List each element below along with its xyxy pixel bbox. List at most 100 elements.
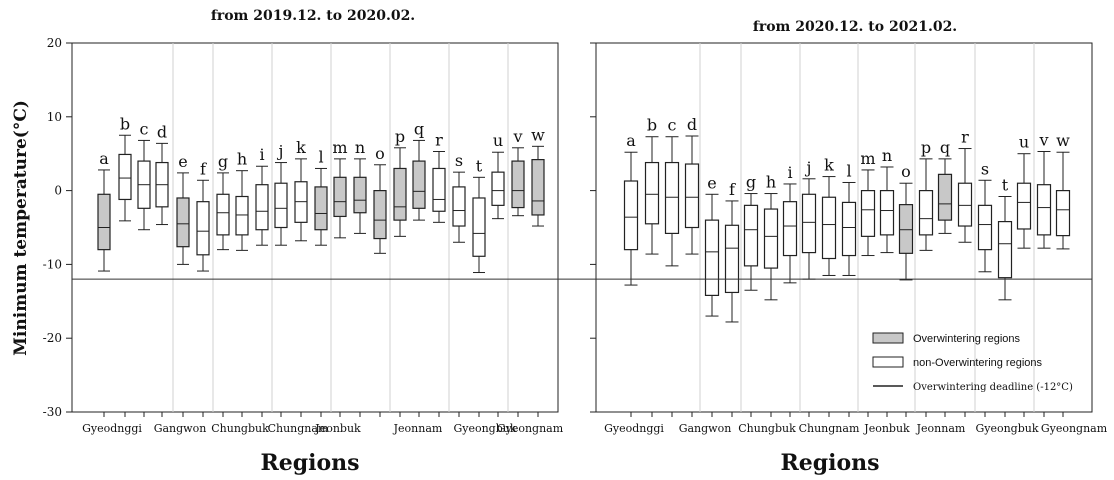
box-body [860,190,876,237]
panel-left-region-dividers [172,43,509,412]
box-letter-label: g [218,152,228,171]
box-t: t [472,156,486,274]
box-letter-label: d [687,115,697,134]
box-letter-label: h [766,173,776,192]
box-letter-label: i [787,163,792,182]
region-label: Gyeongbuk [975,422,1038,435]
box-letter-label: p [395,127,405,146]
box-letter-label: l [318,147,323,166]
box-body [472,197,486,257]
box-body [255,184,269,231]
box-g: g [216,152,230,251]
box-body [644,161,660,225]
region-label: Gyeodnggi [82,422,142,435]
region-label: Jeonnam [916,422,966,435]
box-h: h [763,173,779,301]
region-label: Jeonbuk [314,422,361,435]
box-e: e [704,173,720,317]
box-letter-label: a [626,131,636,150]
box-body [1036,184,1052,236]
box-letter-label: n [882,146,892,165]
box-u: u [1016,133,1032,249]
box-r: r [957,128,973,243]
box-o: o [373,144,387,254]
panel-left-frame [71,42,559,413]
y-tick-label: -20 [43,331,62,345]
box-body [432,167,446,212]
box-o: o [898,162,914,281]
box-letter-label: c [668,116,677,135]
box-b: b [118,114,132,222]
box-letter-label: m [332,138,347,157]
box-body [957,182,973,227]
box-i: i [255,145,269,246]
box-body [1016,182,1032,230]
region-label: Gangwon [154,422,207,435]
panel-right-title: from 2020.12. to 2021.02. [753,19,957,35]
legend: Overwintering regions non-Overwintering … [872,332,1073,393]
legend-swatch-non-overwintering [872,356,904,368]
box-body [704,219,720,296]
box-k: k [294,138,308,242]
region-label: Gangwon [679,422,732,435]
box-body [623,180,639,251]
box-l: l [314,147,328,246]
box-m: m [332,138,348,239]
box-letter-label: f [729,180,736,199]
panel-right-region-labels: Gyeodnggi Gangwon Chungbuk Chungnam Jeonbuk J… [604,412,1108,435]
box-body [353,176,367,214]
box-letter-label: g [746,173,756,192]
box-letter-label: t [1002,176,1009,195]
box-body [491,171,505,206]
box-body [997,220,1013,279]
box-letter-label: b [647,116,657,135]
y-tick-label: -30 [43,405,62,419]
box-body [412,160,426,209]
box-body [216,193,230,236]
box-body [664,161,680,235]
box-letter-label: r [961,128,969,147]
box-letter-label: o [375,144,385,163]
box-body [782,201,798,257]
box-body [531,159,545,216]
box-letter-label: j [277,142,284,161]
box-b: b [644,116,660,255]
x-axis-title-right: Regions [780,450,879,476]
legend-label-deadline: Overwintering deadline (-12°C) [913,382,1073,393]
box-letter-label: c [140,119,149,138]
box-body [196,201,210,256]
box-body [452,186,466,227]
box-body [97,193,111,251]
box-a: a [97,149,111,272]
region-label: Chungnam [799,422,860,435]
y-axis-ticks: 20 10 0 -10 -20 -30 [43,36,596,419]
box-r: r [432,130,446,223]
box-body [898,204,914,254]
region-label: Chungnam [268,422,329,435]
region-label: Gyeongnam [497,422,564,435]
box-d: d [684,115,700,255]
box-m: m [860,149,876,257]
box-letter-label: p [921,138,931,157]
box-letter-label: m [860,149,875,168]
box-letter-label: e [178,152,187,171]
box-c: c [137,119,151,231]
box-body [821,196,837,260]
y-tick-label: 10 [47,110,62,124]
box-t: t [997,176,1013,301]
box-letter-label: s [981,159,989,178]
box-body [333,176,347,218]
box-letter-label: v [512,127,522,146]
box-letter-label: q [414,119,424,138]
box-body [314,186,328,231]
box-body [977,204,993,251]
box-body [176,197,190,248]
box-letter-label: w [1056,131,1070,150]
box-letter-label: u [493,131,503,150]
region-label: Jeonbuk [863,422,910,435]
panel-left-title: from 2019.12. to 2020.02. [211,8,415,24]
box-body [743,204,759,267]
box-n: n [353,138,367,234]
